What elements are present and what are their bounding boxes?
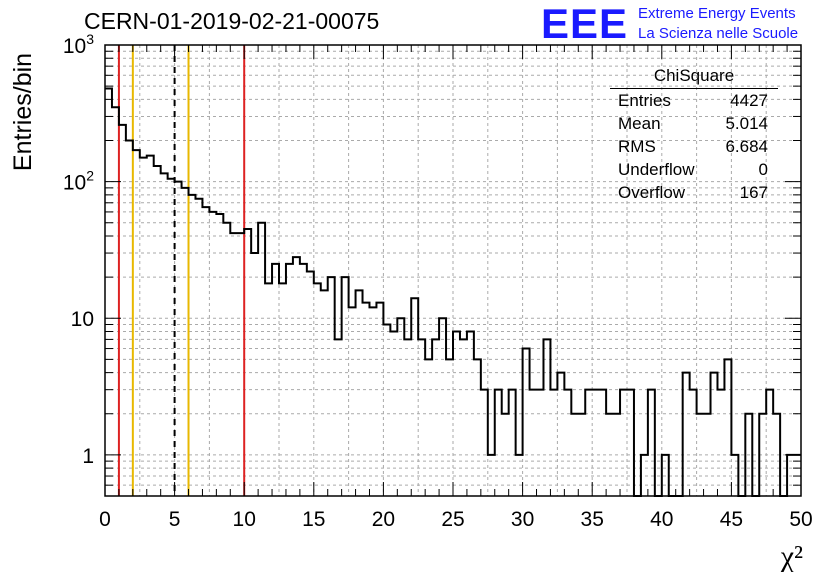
y-axis-label: Entries/bin	[9, 53, 37, 171]
y-tick-labels: 1 10 102 103	[63, 31, 94, 468]
stats-label: Underflow	[618, 160, 695, 179]
x-tick-label: 25	[441, 508, 464, 531]
stats-row: Mean 5.014	[610, 112, 778, 135]
stats-label: Entries	[618, 91, 671, 110]
stats-value: 6.684	[725, 137, 768, 156]
stats-title: ChiSquare	[610, 66, 778, 89]
stats-value: 167	[739, 183, 768, 202]
x-tick-label: 40	[650, 508, 673, 531]
stats-label: RMS	[618, 137, 656, 156]
x-tick-label: 35	[581, 508, 604, 531]
x-tick-label: 10	[233, 508, 256, 531]
logo-line-1: Extreme Energy Events	[638, 5, 796, 22]
histogram-outline	[105, 87, 801, 497]
stats-label: Overflow	[618, 183, 686, 202]
x-tick-label: 5	[169, 508, 181, 531]
eee-logo: EEE	[541, 0, 629, 47]
x-tick-label: 0	[99, 508, 111, 531]
y-tick-label: 103	[63, 31, 94, 58]
logo-line-2: La Scienza nelle Scuole	[638, 25, 799, 42]
x-tick-label: 50	[789, 508, 812, 531]
stats-row: Underflow 0	[610, 158, 778, 181]
x-tick-labels: 0 5 10 15 20 25 30 35 40 45 50	[99, 508, 813, 531]
stats-value: 4427	[730, 91, 768, 110]
y-tick-label: 102	[63, 168, 94, 195]
y-tick-label: 1	[82, 445, 94, 468]
stats-row: Entries 4427	[610, 89, 778, 112]
x-tick-label: 20	[372, 508, 395, 531]
stats-row: Overflow 167	[610, 181, 778, 204]
axis-ticks	[104, 45, 802, 497]
x-tick-label: 15	[302, 508, 325, 531]
x-tick-label: 30	[511, 508, 534, 531]
stats-value: 0	[758, 160, 768, 179]
plot-title: CERN-01-2019-02-21-00075	[84, 8, 380, 34]
stats-label: Mean	[618, 114, 661, 133]
x-axis-label: χ²	[780, 540, 803, 572]
y-tick-label: 10	[71, 308, 94, 331]
stats-value: 5.014	[725, 114, 768, 133]
stats-row: RMS 6.684	[610, 135, 778, 158]
stats-box: ChiSquare Entries 4427 Mean 5.014 RMS 6.684 Un…	[610, 66, 778, 204]
x-tick-label: 45	[720, 508, 743, 531]
grid-lines	[105, 45, 801, 496]
reference-lines	[117, 45, 246, 496]
